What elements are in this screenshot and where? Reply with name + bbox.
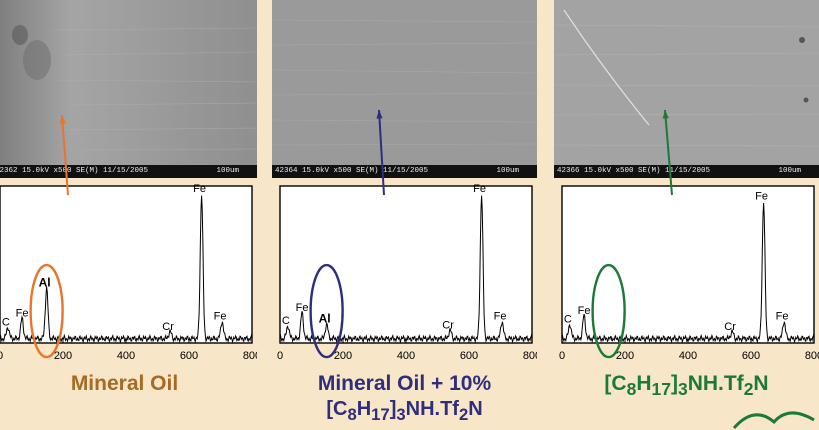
x-tick-label: 600 — [742, 350, 760, 362]
sem-scale-text: 100um — [496, 167, 519, 175]
peak-label: Fe — [776, 311, 789, 323]
highlight-ellipse — [591, 263, 626, 359]
caption-line-1: Mineral Oil + 10% — [317, 372, 492, 395]
sem-info-bar: 42366 15.0kV x500 SE(M) 11/15/2005 100um — [554, 165, 819, 178]
x-tick-label: 0 — [277, 350, 283, 362]
x-tick-label: 800 — [805, 350, 819, 362]
x-tick-label: 200 — [616, 350, 634, 362]
x-tick-label: 200 — [334, 350, 352, 362]
eds-spectrum-chart: C Fe Al Cr Fe Fe 0 200 400 600 800 — [277, 183, 537, 362]
panel-mineral-oil: 42362 15.0kV x500 SE(M) 11/15/2005 100um… — [0, 0, 257, 425]
x-tick-label: 800 — [523, 350, 537, 362]
peak-label: C — [282, 315, 290, 327]
x-tick-label: 600 — [180, 350, 198, 362]
peak-label: Al — [319, 312, 331, 326]
sem-meta-text: 42362 15.0kV x500 SE(M) 11/15/2005 — [0, 167, 149, 175]
formula-text: [C8H17]3NH.Tf2N — [326, 398, 483, 424]
x-tick-label: 400 — [679, 350, 697, 362]
peak-label: C — [564, 314, 572, 326]
sem-micrograph — [0, 0, 257, 165]
plot-frame — [279, 185, 533, 344]
eds-spectrum-chart: C Fe Al Cr Fe Fe 0 200 400 600 800 — [0, 183, 257, 362]
peak-label: Al — [39, 275, 51, 289]
sem-meta-text: 42366 15.0kV x500 SE(M) 11/15/2005 — [557, 167, 711, 175]
sem-micrograph — [272, 0, 537, 165]
x-tick-label: 0 — [0, 350, 3, 362]
panel-ionic-liquid: 42366 15.0kV x500 SE(M) 11/15/2005 100um… — [554, 0, 819, 425]
x-tick-label: 0 — [559, 350, 565, 362]
x-tick-label: 600 — [460, 350, 478, 362]
formula-text: [C8H17]3NH.Tf2N — [604, 372, 769, 400]
caption-line-1: [C8H17]3NH.Tf2N — [554, 372, 819, 400]
sem-scale-text: 100um — [216, 167, 239, 175]
sem-meta-text: 42364 15.0kV x500 SE(M) 11/15/2005 — [275, 167, 429, 175]
sem-surface-texture — [554, 0, 819, 165]
peak-label: Fe — [578, 305, 591, 317]
peak-label: Fe — [193, 183, 206, 195]
peak-label: Fe — [755, 190, 768, 202]
highlight-ellipse — [309, 263, 344, 359]
peak-label: Fe — [214, 311, 227, 323]
peak-label: Cr — [724, 321, 736, 333]
sem-info-bar: 42362 15.0kV x500 SE(M) 11/15/2005 100um — [0, 165, 257, 178]
x-tick-label: 200 — [54, 350, 72, 362]
sem-surface-texture — [272, 0, 537, 165]
eds-spectrum-chart: C Fe Cr Fe Fe 0 200 400 600 800 — [559, 185, 819, 362]
plot-frame — [561, 185, 815, 344]
x-tick-label: 400 — [117, 350, 135, 362]
sem-scale-text: 100um — [778, 167, 801, 175]
peak-label: Fe — [296, 302, 309, 314]
highlight-ellipse — [29, 263, 64, 359]
x-tick-label: 400 — [397, 350, 415, 362]
plot-frame — [0, 185, 253, 344]
sem-micrograph — [554, 0, 819, 165]
peak-label: Fe — [494, 311, 507, 323]
peak-label: Cr — [442, 319, 454, 331]
sem-info-bar: 42364 15.0kV x500 SE(M) 11/15/2005 100um — [272, 165, 537, 178]
panel-mineral-oil-plus-il: 42364 15.0kV x500 SE(M) 11/15/2005 100um… — [272, 0, 537, 425]
caption-line-1: Mineral Oil — [70, 372, 179, 395]
peak-label: Fe — [16, 308, 29, 320]
caption-line-2: [C8H17]3NH.Tf2N — [272, 398, 537, 425]
sem-surface-texture — [0, 0, 257, 165]
x-tick-label: 800 — [243, 350, 257, 362]
peak-label: Fe — [473, 183, 486, 195]
decorative-swirl — [732, 411, 815, 430]
peak-label: Cr — [162, 321, 174, 333]
peak-label: C — [2, 316, 10, 328]
